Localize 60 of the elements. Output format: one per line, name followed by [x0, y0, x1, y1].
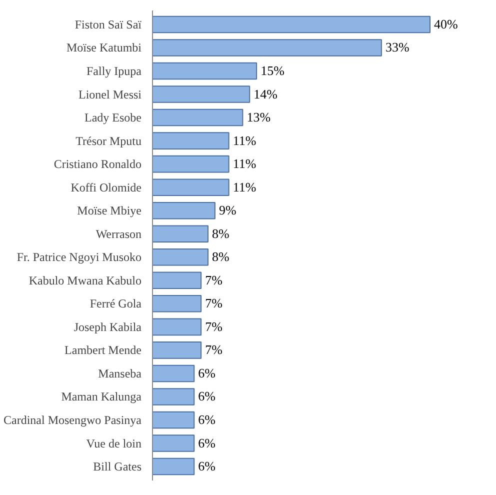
y-tick-label: Kabulo Mwana Kabulo: [28, 273, 142, 288]
y-tick-label: Cristiano Ronaldo: [54, 157, 142, 172]
data-label: 9%: [218, 202, 236, 218]
data-label: 33%: [385, 40, 410, 55]
bar: [152, 155, 230, 173]
bar: [152, 86, 250, 103]
y-tick-label: Maman Kalunga: [61, 390, 142, 404]
y-tick-label: Lambert Mende: [64, 343, 142, 358]
y-tick-label: Moïse Mbiye: [77, 204, 142, 218]
y-tick-label: Trésor Mputu: [76, 134, 142, 148]
data-label: 15%: [260, 62, 285, 78]
data-label: 8%: [212, 249, 230, 264]
y-tick-label: Moïse Katumbi: [66, 40, 142, 55]
bar: [152, 342, 202, 359]
data-label: 7%: [205, 318, 223, 334]
bar: [152, 318, 202, 336]
y-tick-label: Fally Ipupa: [86, 64, 142, 78]
data-label: 6%: [198, 435, 216, 450]
y-tick-label: Werrason: [96, 226, 142, 241]
data-label: 11%: [232, 179, 256, 194]
y-tick-label: Joseph Kabila: [74, 320, 142, 334]
bar: [152, 108, 244, 126]
data-label: 13%: [246, 110, 271, 125]
bar: [152, 458, 195, 476]
data-label: 8%: [212, 226, 230, 241]
y-tick-label: Vue de loin: [86, 436, 142, 450]
y-tick-label: Ferré Gola: [90, 296, 142, 311]
bar: [152, 178, 230, 196]
y-tick-label: Lady Esobe: [84, 110, 142, 125]
data-label: 11%: [232, 132, 256, 148]
bar: [152, 202, 216, 220]
data-label: 6%: [198, 412, 216, 428]
bar: [152, 62, 258, 80]
bar: [152, 16, 430, 34]
data-label: 11%: [232, 156, 256, 172]
data-label: 6%: [198, 388, 216, 404]
data-label: 7%: [205, 272, 223, 288]
bar: [152, 434, 195, 452]
bar: [152, 132, 230, 150]
data-label: 6%: [198, 458, 216, 474]
bar: [152, 272, 202, 290]
bar: [152, 39, 382, 56]
y-tick-label: Manseba: [98, 366, 142, 380]
y-tick-label: Koffi Olomide: [70, 180, 142, 194]
bar: [152, 364, 195, 382]
data-label: 6%: [198, 365, 216, 380]
y-tick-label: Bill Gates: [93, 460, 142, 474]
y-tick-label: Cardinal Mosengwo Pasinya: [4, 413, 142, 428]
bar: [152, 388, 195, 406]
data-label: 40%: [434, 16, 458, 32]
data-label: 14%: [254, 86, 278, 102]
y-tick-label: Fiston Saï Saï: [74, 17, 142, 32]
bar: [152, 248, 208, 266]
bar: [152, 225, 208, 243]
data-label: 7%: [205, 342, 223, 358]
data-label: 7%: [205, 296, 223, 311]
y-tick-label: Lionel Messi: [78, 87, 142, 102]
bar: [152, 295, 202, 312]
y-tick-label: Fr. Patrice Ngoyi Musoko: [16, 250, 142, 264]
bar: [152, 411, 195, 429]
